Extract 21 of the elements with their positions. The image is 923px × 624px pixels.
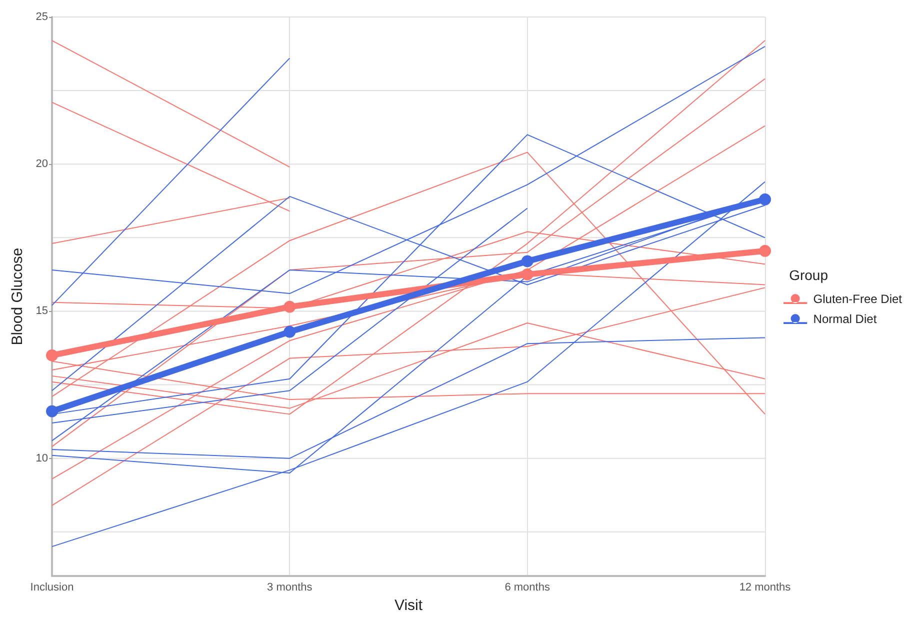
point [759, 244, 771, 257]
point [521, 268, 534, 280]
legend-label: Normal Diet [813, 312, 878, 326]
point [46, 349, 58, 362]
legend-title: Group [789, 267, 828, 283]
y-tick-label: 15 [36, 305, 48, 318]
point [284, 326, 296, 338]
point [46, 405, 58, 418]
x-axis-title: Visit [394, 597, 424, 614]
y-tick-label: 20 [36, 158, 48, 170]
legend-label: Gluten-Free Diet [813, 292, 903, 306]
x-tick-label: 3 months [267, 582, 313, 594]
y-tick-label: 10 [36, 452, 48, 464]
y-axis-title: Blood Glucose [8, 248, 26, 346]
x-tick-label: 12 months [739, 582, 792, 594]
point [759, 193, 771, 206]
point [521, 255, 534, 268]
point [284, 300, 296, 313]
x-tick-label: Inclusion [30, 582, 74, 594]
x-tick-label: 6 months [504, 582, 550, 594]
y-tick-label: 25 [36, 11, 48, 23]
